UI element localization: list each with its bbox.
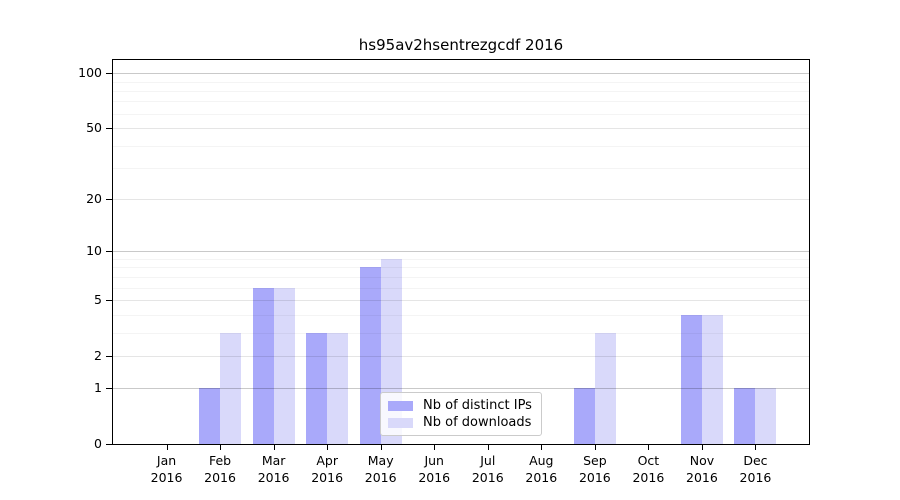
gridline: [113, 113, 809, 115]
x-tick-label: Oct 2016: [632, 453, 665, 485]
gridline: [113, 314, 809, 316]
gridline: [113, 168, 809, 170]
x-tick-mark: [327, 445, 329, 450]
gridline: [113, 267, 809, 269]
bar: [252, 287, 274, 444]
legend-item-downloads: Nb of downloads: [388, 414, 532, 431]
y-tick-label: 100: [78, 65, 102, 81]
x-tick-label: Mar 2016: [257, 453, 290, 485]
gridline: [113, 128, 809, 130]
x-tick-label: Apr 2016: [311, 453, 344, 485]
y-tick-label: 10: [86, 243, 102, 259]
y-tick-label: 20: [86, 191, 102, 207]
bar: [680, 314, 702, 444]
chart-title: hs95av2hsentrezgcdf 2016: [358, 36, 564, 54]
gridline: [113, 199, 809, 201]
gridlines: [113, 60, 809, 444]
gridline: [113, 73, 809, 75]
x-tick-label: Aug 2016: [525, 453, 558, 485]
bar: [306, 332, 328, 444]
y-tick-label: 1: [94, 380, 102, 396]
x-tick-label: Jan 2016: [150, 453, 183, 485]
x-tick-label: May 2016: [364, 453, 397, 485]
legend-label: Nb of distinct IPs: [423, 398, 532, 413]
x-tick-mark: [755, 445, 757, 450]
bar: [327, 332, 349, 444]
bar: [755, 388, 777, 444]
plot-area: Nb of distinct IPs Nb of downloads: [112, 59, 810, 445]
bar: [594, 332, 616, 444]
gridline: [113, 101, 809, 103]
gridline: [113, 81, 809, 83]
x-tick-label: Sep 2016: [578, 453, 611, 485]
y-tick-label: 0: [94, 436, 102, 451]
x-tick-mark: [380, 445, 382, 450]
bar: [734, 388, 756, 444]
y-tick-label: 50: [86, 120, 102, 136]
y-tick-mark: [106, 73, 112, 75]
bar: [573, 388, 595, 444]
gridline: [113, 276, 809, 278]
legend-item-distinct-ips: Nb of distinct IPs: [388, 397, 532, 414]
x-tick-mark: [434, 445, 436, 450]
y-tick-mark: [106, 355, 112, 357]
gridline: [113, 332, 809, 334]
x-tick-label: Nov 2016: [686, 453, 718, 485]
y-tick-mark: [106, 128, 112, 130]
x-tick-mark: [166, 445, 168, 450]
gridline: [113, 90, 809, 92]
x-tick-label: Jul 2016: [471, 453, 504, 485]
downloads-swatch-icon: [388, 417, 413, 428]
x-tick-mark: [594, 445, 596, 450]
gridline: [113, 388, 809, 390]
gridline: [113, 145, 809, 147]
x-tick-mark: [541, 445, 543, 450]
y-tick-mark: [106, 199, 112, 201]
x-tick-label: Feb 2016: [204, 453, 236, 485]
gridline: [113, 355, 809, 357]
x-tick-mark: [701, 445, 703, 450]
legend: Nb of distinct IPs Nb of downloads: [380, 392, 542, 436]
x-tick-mark: [487, 445, 489, 450]
gridline: [113, 287, 809, 289]
legend-label: Nb of downloads: [423, 415, 532, 430]
x-tick-label: Jun 2016: [418, 453, 451, 485]
bar: [199, 388, 221, 444]
distinct-ips-swatch-icon: [388, 400, 413, 411]
x-tick-label: Dec 2016: [739, 453, 772, 485]
y-tick-mark: [106, 251, 112, 253]
y-tick-mark: [106, 444, 112, 445]
bar: [359, 267, 381, 444]
gridline: [113, 300, 809, 302]
bar: [701, 314, 723, 444]
y-tick-mark: [106, 388, 112, 390]
x-tick-mark: [220, 445, 222, 450]
gridline: [113, 258, 809, 260]
x-tick-mark: [648, 445, 650, 450]
bar: [220, 332, 242, 444]
y-tick-label: 2: [94, 347, 102, 363]
gridline: [113, 251, 809, 253]
x-tick-mark: [273, 445, 275, 450]
y-tick-label: 5: [94, 292, 102, 308]
y-tick-mark: [106, 300, 112, 302]
bar: [273, 287, 295, 444]
